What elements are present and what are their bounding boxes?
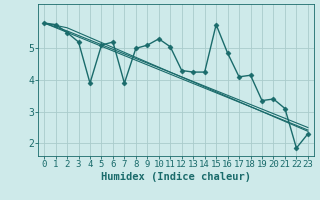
X-axis label: Humidex (Indice chaleur): Humidex (Indice chaleur) bbox=[101, 172, 251, 182]
